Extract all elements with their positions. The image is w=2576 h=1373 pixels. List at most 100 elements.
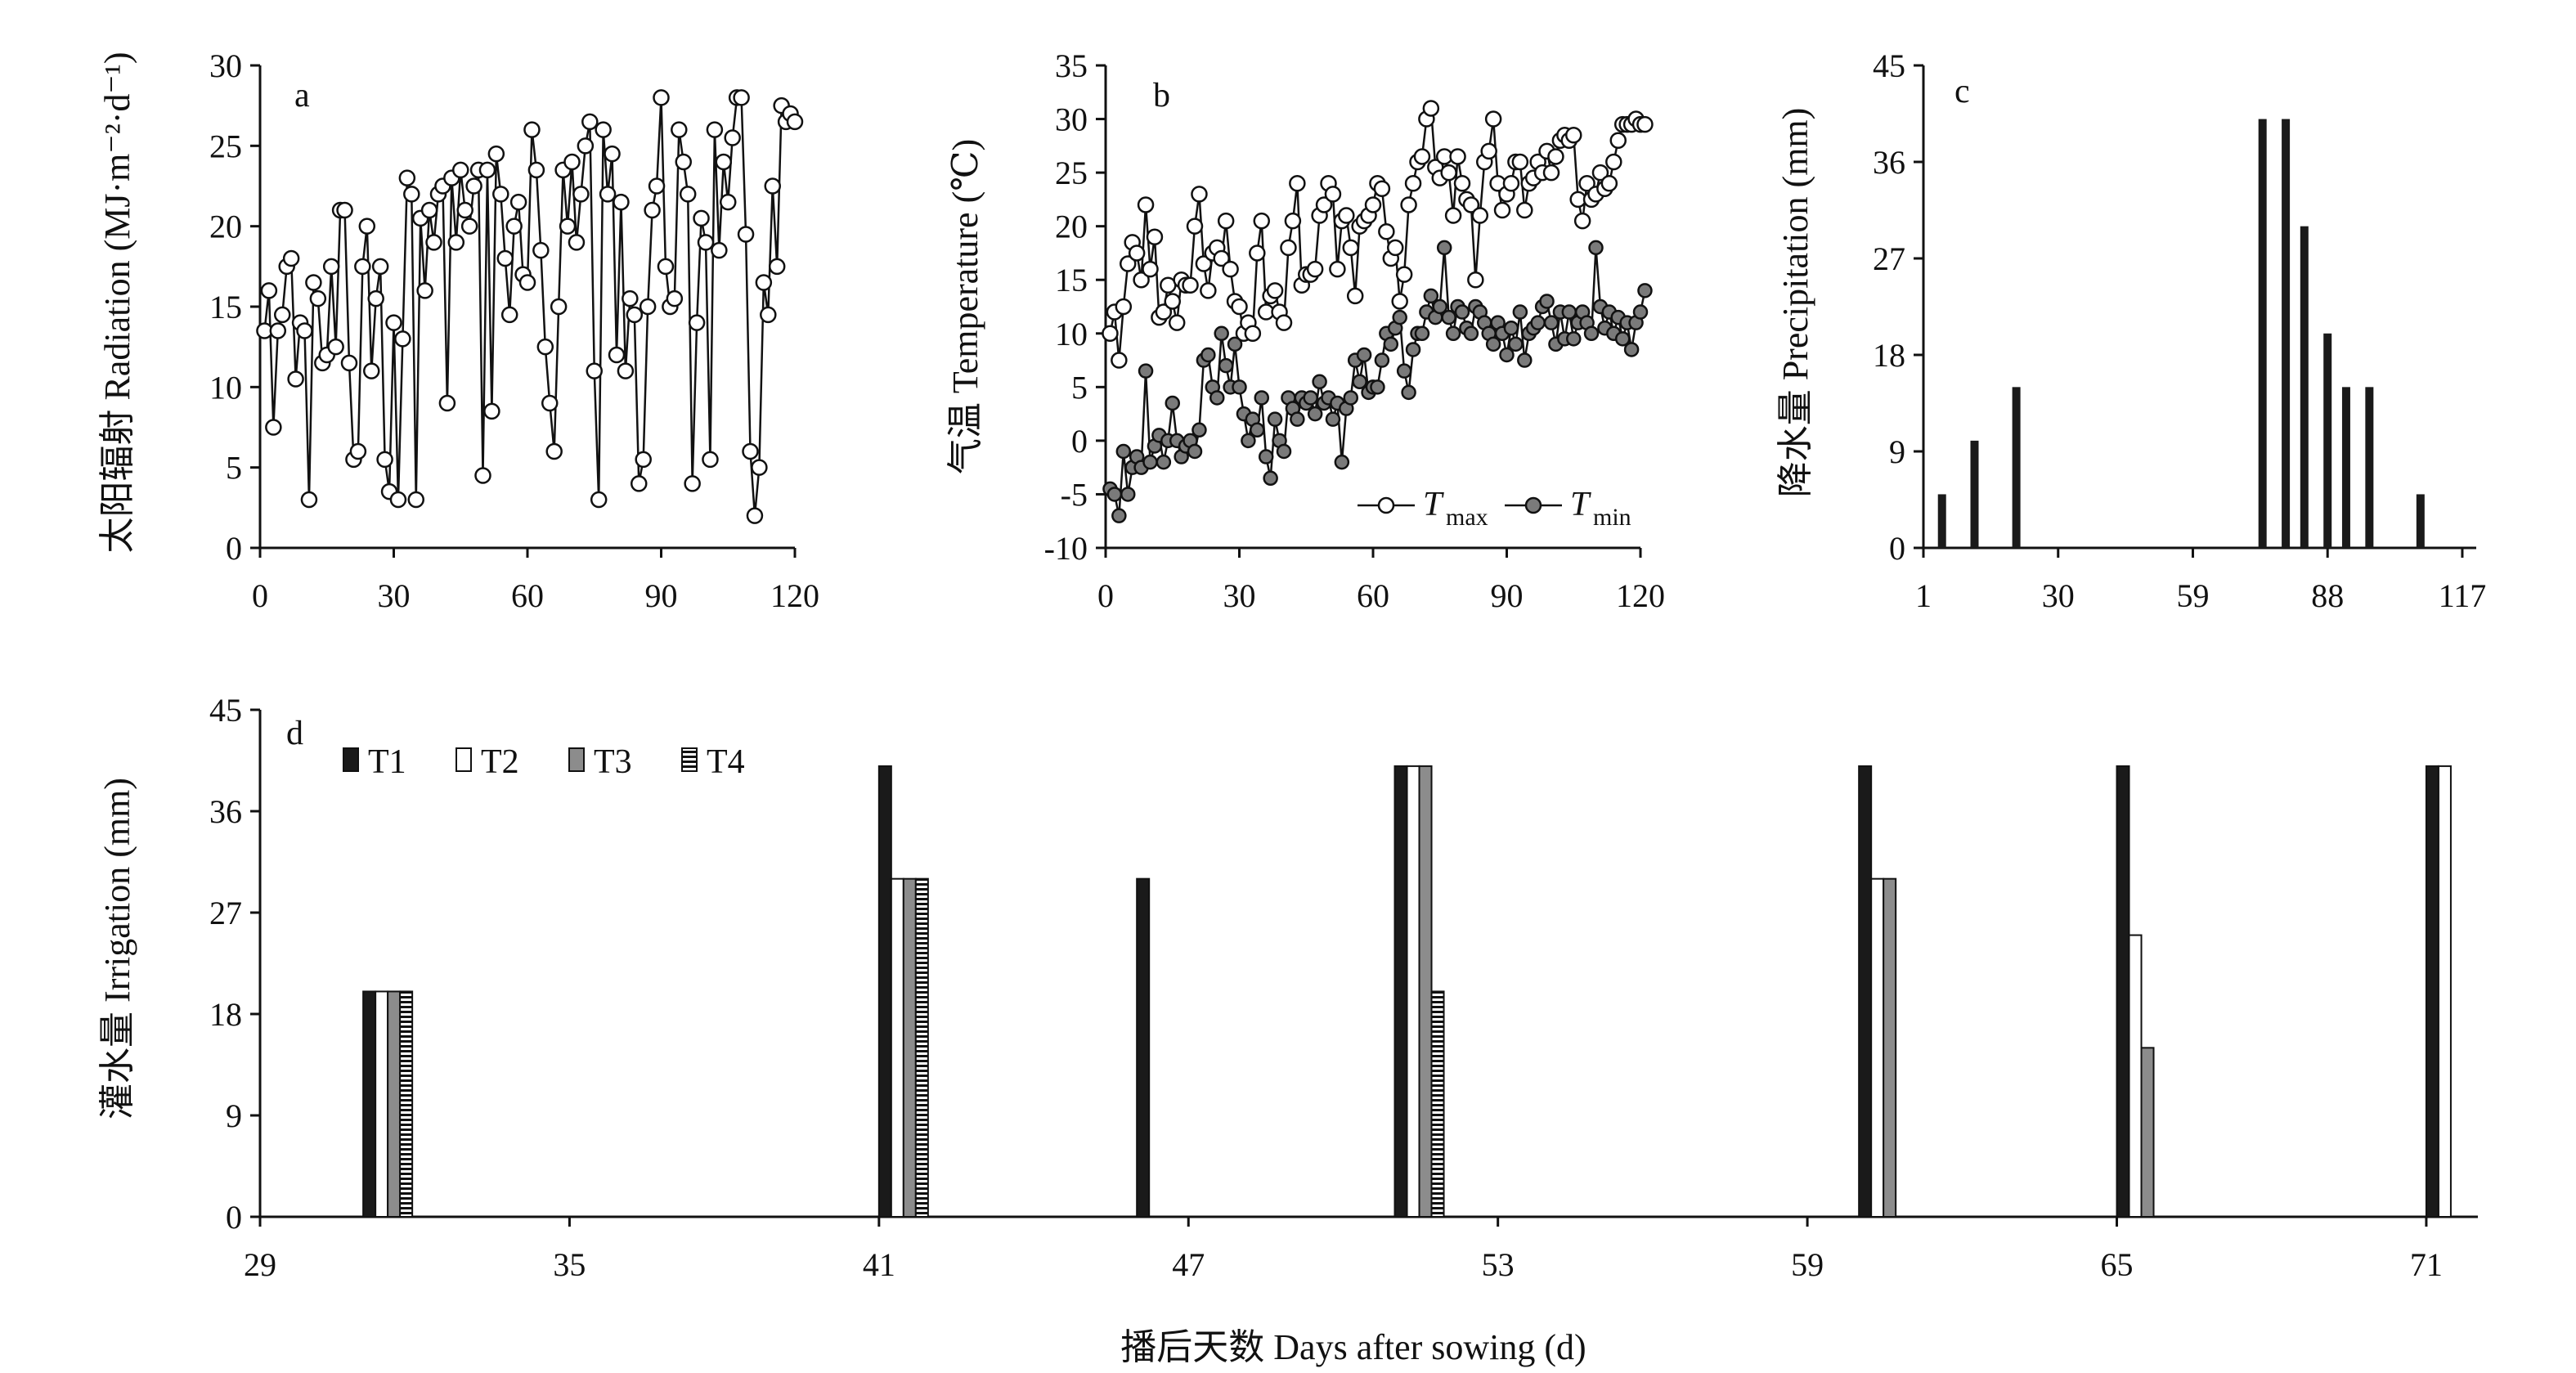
y-tick-label: -10 — [1044, 530, 1088, 567]
tmax-point — [1449, 148, 1466, 165]
radiation-point — [407, 491, 424, 509]
radiation-point — [595, 121, 612, 138]
x-axis-title: 播后天数 Days after sowing (d) — [1120, 1327, 1586, 1367]
y-tick-label: 30 — [1055, 101, 1088, 138]
radiation-point — [720, 193, 737, 211]
irrigation-bar-t2 — [1406, 765, 1420, 1218]
tmin-point — [1623, 342, 1640, 357]
tmax-point — [1373, 180, 1391, 198]
panel-d-letter: d — [286, 715, 303, 752]
tmin-point — [1512, 304, 1528, 320]
legend-swatch-t3 — [568, 747, 585, 772]
irrigation-bar-t4 — [399, 990, 414, 1218]
radiation-point — [653, 89, 670, 106]
tmax-point — [1573, 212, 1591, 230]
tmin-point — [1138, 363, 1154, 379]
irrigation-bar-t2 — [2437, 765, 2452, 1218]
precipitation-bar — [2300, 226, 2309, 548]
irrigation-bar-t3 — [902, 877, 917, 1218]
radiation-point — [483, 402, 500, 420]
x-tick-label: 30 — [2042, 577, 2075, 614]
tmin-point — [1454, 304, 1470, 320]
tmax-point — [1440, 164, 1457, 182]
precipitation-bar — [1970, 440, 1979, 548]
radiation-point — [644, 201, 661, 219]
precipitation-bar — [2258, 119, 2267, 549]
tmax-point — [1364, 196, 1382, 213]
tmin-point — [1485, 336, 1501, 352]
tmax-point — [1289, 174, 1306, 192]
radiation-point — [563, 153, 581, 171]
tmin-point — [1267, 411, 1283, 427]
radiation-point — [742, 442, 759, 460]
radiation-point — [492, 186, 509, 203]
precipitation-bar — [2416, 494, 2425, 548]
legend-subscript-tmax: max — [1446, 504, 1488, 531]
panel-c-letter: c — [1954, 73, 1970, 110]
radiation-point — [693, 209, 710, 227]
precipitation-bar — [2323, 333, 2332, 548]
x-tick-label: 0 — [252, 577, 268, 614]
radiation-point — [309, 289, 327, 307]
radiation-point — [786, 113, 804, 131]
tmax-point — [1329, 260, 1346, 278]
tmin-point — [1250, 422, 1265, 438]
y-tick-label: 0 — [1889, 530, 1905, 567]
radiation-point — [768, 258, 786, 276]
radiation-point — [376, 451, 393, 469]
radiation-point — [626, 306, 644, 324]
radiation-point — [671, 121, 688, 138]
radiation-point — [523, 121, 541, 138]
tmin-point — [1325, 411, 1341, 427]
x-tick-label: 35 — [553, 1246, 586, 1283]
radiation-point — [438, 394, 456, 412]
tmax-point — [1467, 271, 1484, 289]
tmin-point — [1356, 347, 1372, 363]
tmax-point — [1315, 196, 1333, 213]
radiation-point — [666, 289, 684, 307]
tmin-point — [1543, 315, 1560, 330]
x-tick-label: 88 — [2311, 577, 2344, 614]
x-tick-label: 0 — [1097, 577, 1114, 614]
y-tick-label: 35 — [1055, 47, 1088, 84]
irrigation-bar-t1 — [877, 765, 892, 1218]
tmin-point — [1352, 374, 1367, 390]
irrigation-bar-t3 — [387, 990, 402, 1218]
radiation-point — [398, 169, 416, 186]
tmin-point — [1503, 320, 1519, 336]
tmax-point — [1213, 249, 1230, 267]
tmin-point — [1396, 363, 1412, 379]
tmax-point — [1480, 142, 1497, 160]
tmin-point — [1517, 352, 1533, 368]
radiation-point — [420, 201, 438, 219]
radiation-point — [746, 507, 764, 524]
tmin-point — [1566, 331, 1582, 347]
tmin-point — [1200, 347, 1216, 363]
y-tick-label: 36 — [1873, 144, 1905, 181]
tmax-point — [1422, 100, 1440, 117]
radiation-point — [282, 249, 300, 267]
tmin-point — [1254, 390, 1269, 406]
tmax-point — [1444, 207, 1462, 224]
radiation-point — [305, 274, 322, 291]
panel-c-precipitation-chart: 降水量 Precipitation (mm) c 0 9 18 27 36 45 1 30 59… — [1775, 47, 2486, 614]
radiation-point — [697, 234, 715, 251]
irrigation-bar-t4 — [914, 877, 929, 1218]
radiation-point — [385, 314, 402, 331]
tmin-point — [1614, 331, 1631, 347]
precipitation-bar — [2341, 387, 2350, 548]
radiation-point — [760, 306, 777, 324]
tmin-point — [1445, 325, 1461, 342]
tmin-point — [1276, 443, 1292, 460]
tmax-point — [1387, 239, 1404, 257]
tmax-point — [1280, 239, 1297, 257]
tmin-point — [1241, 433, 1256, 449]
tmax-point — [1565, 126, 1582, 144]
tmax-point — [1502, 174, 1520, 192]
panel-b-letter: b — [1153, 77, 1170, 114]
y-tick-label: 10 — [209, 369, 242, 406]
precipitation-bar — [2282, 119, 2291, 549]
y-tick-label: 45 — [1873, 47, 1905, 84]
radiation-point — [532, 241, 550, 259]
tmin-point — [1120, 487, 1136, 502]
